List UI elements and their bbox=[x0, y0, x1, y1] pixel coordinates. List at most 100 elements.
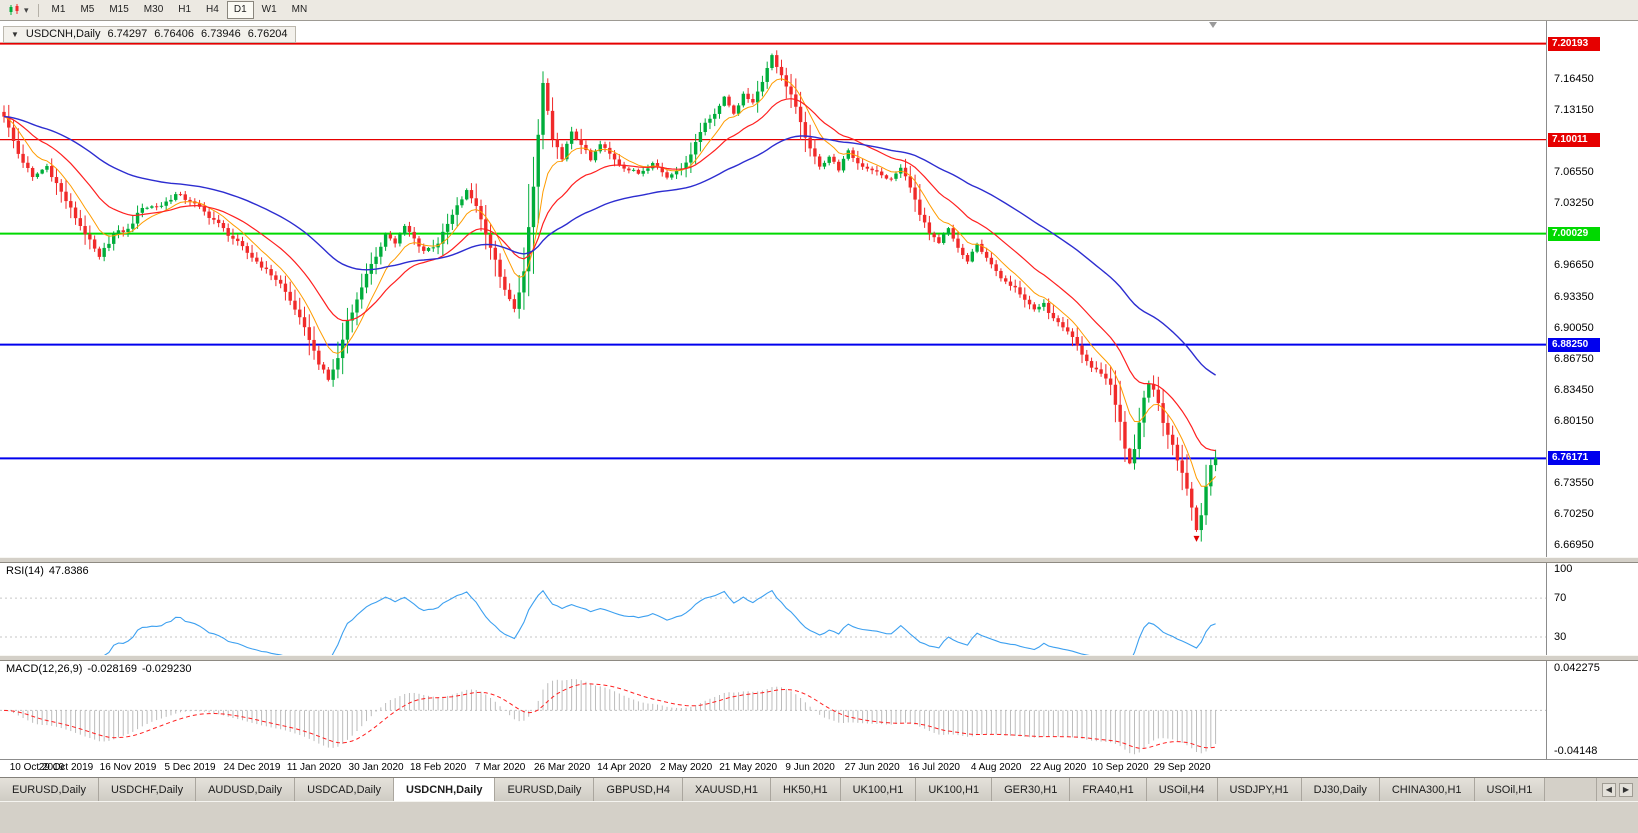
time-tick-label: 14 Apr 2020 bbox=[597, 762, 652, 773]
time-tick-label: 4 Aug 2020 bbox=[970, 762, 1022, 773]
chart-tab-uk100-h1[interactable]: UK100,H1 bbox=[916, 778, 993, 801]
timeframe-button-d1[interactable]: D1 bbox=[226, 1, 254, 19]
rsi-tick-label: 70 bbox=[1554, 592, 1567, 605]
price-tick-label: 6.66950 bbox=[1554, 539, 1594, 552]
price-line-badge: 7.00029 bbox=[1548, 226, 1600, 241]
timeframe-button-h4[interactable]: H4 bbox=[206, 4, 219, 15]
chart-tab-ger30-h1[interactable]: GER30,H1 bbox=[992, 778, 1071, 801]
price-tick-label: 6.93350 bbox=[1554, 290, 1594, 303]
chart-tab-eurusd-daily[interactable]: EURUSD,Daily bbox=[495, 778, 595, 801]
timeframe-button-m15[interactable]: M15 bbox=[109, 4, 129, 15]
chart-tab-usdjpy-h1[interactable]: USDJPY,H1 bbox=[1217, 778, 1302, 801]
time-tick-label: 29 Oct 2019 bbox=[38, 762, 94, 773]
timeframe-button-mn[interactable]: MN bbox=[291, 4, 308, 15]
macd-canvas[interactable]: MACD(12,26,9) -0.028169 -0.029230 bbox=[0, 661, 1546, 759]
time-tick-label: 16 Jul 2020 bbox=[908, 762, 960, 773]
chart-tab-dj30-daily[interactable]: DJ30,Daily bbox=[1301, 778, 1380, 801]
tab-scroll-right-icon[interactable]: ▶ bbox=[1618, 782, 1633, 797]
chart-tab-hk50-h1[interactable]: HK50,H1 bbox=[770, 778, 841, 801]
timeframe-button-m1[interactable]: M1 bbox=[51, 4, 66, 15]
chart-type-icon[interactable]: ▾ bbox=[5, 3, 32, 17]
time-tick-label: 10 Sep 2020 bbox=[1091, 762, 1149, 773]
time-tick-label: 27 Jun 2020 bbox=[844, 762, 900, 773]
time-tick-label: 9 Jun 2020 bbox=[785, 762, 835, 773]
chart-tab-usdcnh-daily[interactable]: USDCNH,Daily bbox=[394, 778, 496, 801]
timeframe-button-h1[interactable]: H1 bbox=[178, 4, 192, 15]
price-tick-label: 6.80150 bbox=[1554, 414, 1594, 427]
price-tick-label: 7.16450 bbox=[1554, 72, 1594, 85]
time-tick-label: 30 Jan 2020 bbox=[348, 762, 404, 773]
collapse-icon[interactable]: ▼ bbox=[11, 30, 19, 39]
tab-scroll-left-icon[interactable]: ◀ bbox=[1601, 782, 1616, 797]
chart-tab-fra40-h1[interactable]: FRA40,H1 bbox=[1070, 778, 1147, 801]
rsi-label: RSI(14) 47.8386 bbox=[6, 565, 94, 577]
rsi-line bbox=[103, 589, 1216, 655]
macd-signal-value: -0.029230 bbox=[141, 663, 192, 675]
sell-arrow-icon bbox=[1193, 535, 1200, 542]
rsi-value: 47.8386 bbox=[48, 565, 89, 577]
time-tick-label: 18 Feb 2020 bbox=[409, 762, 467, 773]
timeframe-buttons: M1 M5 M15 M30 H1 H4 D1 W1 MN bbox=[45, 1, 315, 19]
chart-tab-uk100-h1[interactable]: UK100,H1 bbox=[840, 778, 917, 801]
timeframe-button-m5[interactable]: M5 bbox=[80, 4, 95, 15]
time-tick-label: 10 Oct 2019 bbox=[9, 762, 65, 773]
panel-divider-macd[interactable] bbox=[0, 655, 1638, 661]
price-tick-label: 7.03250 bbox=[1554, 197, 1594, 210]
price-tick-label: 6.83450 bbox=[1554, 383, 1594, 396]
macd-value: -0.028169 bbox=[87, 663, 137, 675]
time-tick-label: 29 Sep 2020 bbox=[1153, 762, 1211, 773]
time-tick-label: 16 Nov 2019 bbox=[99, 762, 157, 773]
macd-panel: MACD(12,26,9) -0.028169 -0.029230 0.042275… bbox=[0, 661, 1638, 759]
chart-tab-gbpusd-h4[interactable]: GBPUSD,H4 bbox=[594, 778, 683, 801]
price-tick-label: 6.90050 bbox=[1554, 321, 1594, 334]
moving-average-line-20 bbox=[3, 98, 1216, 452]
macd-name: MACD(12,26,9) bbox=[6, 663, 83, 675]
price-line-badge: 7.20193 bbox=[1548, 36, 1600, 51]
chart-tab-usoil-h4[interactable]: USOil,H4 bbox=[1146, 778, 1218, 801]
rsi-canvas[interactable]: RSI(14) 47.8386 bbox=[0, 563, 1546, 655]
time-tick-label: 21 May 2020 bbox=[719, 762, 778, 773]
candles-layer bbox=[2, 50, 1218, 542]
price-line-badge: 7.10011 bbox=[1548, 132, 1600, 147]
timeframe-button-w1[interactable]: W1 bbox=[261, 4, 277, 15]
macd-histogram bbox=[8, 679, 1217, 755]
chart-tab-usdcad-daily[interactable]: USDCAD,Daily bbox=[295, 778, 395, 801]
quote-symbol: USDCNH,Daily bbox=[25, 28, 101, 40]
chart-tab-china300-h1[interactable]: CHINA300,H1 bbox=[1379, 778, 1475, 801]
quote-low: 6.73946 bbox=[201, 28, 241, 40]
chart-tab-usoil-h1[interactable]: USOil,H1 bbox=[1474, 778, 1546, 801]
quote-close: 6.76204 bbox=[247, 28, 288, 40]
chart-tab-eurusd-daily[interactable]: EURUSD,Daily bbox=[0, 778, 99, 801]
price-axis[interactable]: 7.16450 7.13150 7.06550 7.03250 6.96650 6.933… bbox=[1546, 21, 1638, 557]
chart-shift-marker bbox=[1209, 22, 1217, 28]
time-axis[interactable]: 10 Oct 2019 29 Oct 2019 16 Nov 2019 5 Dec 2… bbox=[0, 759, 1638, 777]
price-tick-label: 6.86750 bbox=[1554, 352, 1594, 365]
macd-axis: 0.042275 -0.04148 bbox=[1546, 661, 1638, 759]
chart-tab-usdchf-daily[interactable]: USDCHF,Daily bbox=[98, 778, 197, 801]
rsi-tick-label: 30 bbox=[1554, 630, 1567, 643]
rsi-axis: 100 70 30 bbox=[1546, 563, 1638, 655]
horizontal-lines-layer bbox=[0, 42, 1546, 460]
rsi-svg bbox=[0, 589, 1546, 655]
main-chart-canvas[interactable]: ▼ USDCNH,Daily 6.74297 6.76406 6.73946 6… bbox=[0, 21, 1546, 557]
macd-axis-min: -0.04148 bbox=[1554, 745, 1598, 757]
main-chart-svg bbox=[0, 22, 1546, 542]
price-tick-label: 6.96650 bbox=[1554, 259, 1594, 272]
time-tick-label: 22 Aug 2020 bbox=[1030, 762, 1087, 773]
price-tick-label: 6.73550 bbox=[1554, 477, 1594, 490]
chart-tab-xauusd-h1[interactable]: XAUUSD,H1 bbox=[682, 778, 771, 801]
price-line-badge: 6.88250 bbox=[1548, 337, 1600, 352]
panel-divider-rsi[interactable] bbox=[0, 557, 1638, 563]
chart-tab-audusd-daily[interactable]: AUDUSD,Daily bbox=[196, 778, 296, 801]
time-tick-label: 26 Mar 2020 bbox=[534, 762, 591, 773]
main-chart-panel: ▼ USDCNH,Daily 6.74297 6.76406 6.73946 6… bbox=[0, 21, 1638, 557]
moving-average-line-8 bbox=[3, 78, 1216, 487]
macd-axis-max: 0.042275 bbox=[1554, 662, 1600, 674]
rsi-tick-label: 100 bbox=[1554, 563, 1573, 575]
timeframe-toolbar: ▾ M1 M5 M15 M30 H1 H4 D1 W1 MN bbox=[0, 0, 1638, 21]
timeframe-button-m30[interactable]: M30 bbox=[143, 4, 164, 15]
candlestick-glyph bbox=[9, 4, 19, 15]
chevron-down-icon: ▾ bbox=[24, 4, 29, 15]
chart-tabbar: EURUSD,Daily USDCHF,Daily AUDUSD,Daily USDC… bbox=[0, 777, 1638, 801]
